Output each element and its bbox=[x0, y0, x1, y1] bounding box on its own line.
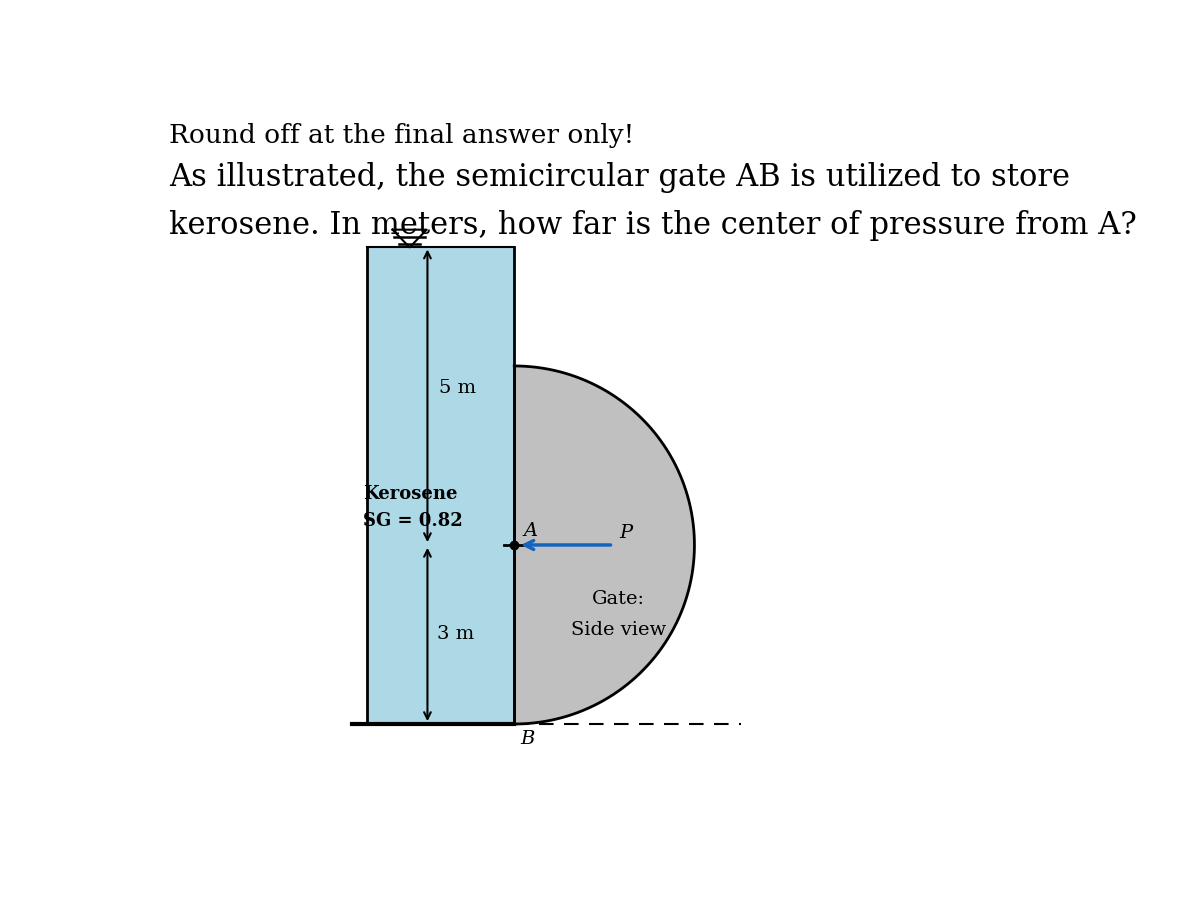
Polygon shape bbox=[515, 366, 695, 724]
Text: As illustrated, the semicircular gate AB is utilized to store: As illustrated, the semicircular gate AB… bbox=[169, 162, 1070, 193]
Bar bbox=[367, 247, 515, 724]
Text: Round off at the final answer only!: Round off at the final answer only! bbox=[169, 123, 635, 148]
Text: SG = 0.82: SG = 0.82 bbox=[364, 511, 463, 529]
Text: Gate:: Gate: bbox=[593, 590, 646, 608]
Text: kerosene. In meters, how far is the center of pressure from A?: kerosene. In meters, how far is the cent… bbox=[169, 210, 1138, 240]
Text: 5 m: 5 m bbox=[439, 379, 476, 397]
Text: Side view: Side view bbox=[571, 621, 666, 639]
Text: 3 m: 3 m bbox=[437, 626, 474, 644]
Text: Kerosene: Kerosene bbox=[364, 484, 457, 502]
Text: A: A bbox=[523, 522, 538, 540]
Text: B: B bbox=[521, 730, 535, 748]
Text: P: P bbox=[619, 524, 632, 542]
